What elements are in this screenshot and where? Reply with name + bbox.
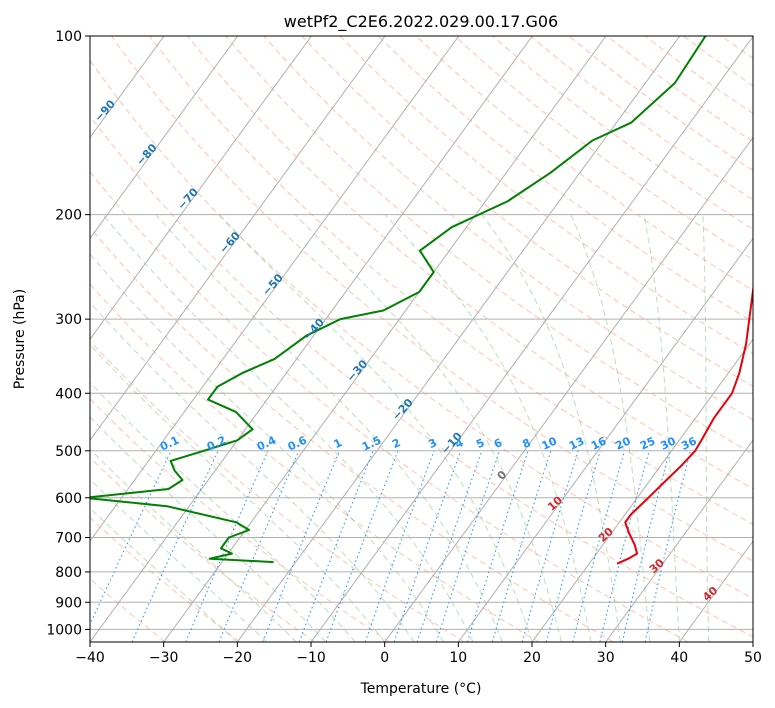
x-tick-label: −20 xyxy=(223,650,253,666)
mixing-ratio-label: 20 xyxy=(613,434,633,452)
x-tick-label: −10 xyxy=(296,650,326,666)
y-tick-label: 400 xyxy=(55,386,82,402)
mixing-ratio-label: 10 xyxy=(540,434,560,452)
moist-adiabat-line xyxy=(702,214,710,642)
dry-adiabat-line xyxy=(225,36,753,455)
grid xyxy=(90,36,753,642)
x-tick-label: 40 xyxy=(670,650,688,666)
x-tick-label: 50 xyxy=(744,650,762,666)
x-tick-label: 10 xyxy=(449,650,467,666)
dry-adiabat-line xyxy=(187,36,753,490)
mixing-ratio-label: 16 xyxy=(589,434,609,452)
moist-adiabat-line xyxy=(90,343,386,642)
moist-adiabat-line xyxy=(90,507,238,642)
mixing-ratio-line xyxy=(491,450,552,642)
y-tick-label: 600 xyxy=(55,491,82,507)
isotherm-line xyxy=(163,36,607,642)
dry-adiabat-line xyxy=(90,115,753,638)
y-axis: 100 200 300 400 500 600 700 800 900 1000 xyxy=(46,29,90,638)
dry-adiabat-line xyxy=(90,283,540,642)
mixing-ratio-line xyxy=(298,450,374,642)
dry-adiabat-line xyxy=(90,457,315,642)
plot-frame xyxy=(89,35,754,643)
x-tick-label: −30 xyxy=(149,650,179,666)
moist-adiabat-line xyxy=(90,253,445,642)
mixing-ratio-label: 36 xyxy=(679,434,699,452)
isotherm-line xyxy=(236,36,681,642)
mixing-ratio-lines xyxy=(90,450,691,642)
moist-adiabat-line xyxy=(90,301,415,642)
moist-adiabat-line xyxy=(90,381,356,642)
dewpoint-profile-line xyxy=(90,36,707,564)
mixing-ratio-line xyxy=(325,450,399,642)
mixing-ratio-line xyxy=(435,450,501,642)
dry-adiabats xyxy=(90,36,753,642)
moist-adiabat-line xyxy=(102,214,474,642)
temperature-profile-line xyxy=(616,283,753,565)
mixing-ratio-line xyxy=(416,450,483,642)
x-tick-label: −40 xyxy=(75,650,105,666)
profile-series xyxy=(90,36,753,565)
x-tick-label: 0 xyxy=(380,650,389,666)
moist-adiabat-line xyxy=(218,214,533,642)
mixing-ratio-line xyxy=(521,450,579,642)
chart-title: wetPf2_C2E6.2022.029.00.17.G06 xyxy=(284,12,558,32)
dry-adiabat-line xyxy=(90,59,753,599)
mixing-ratio-label: 25 xyxy=(638,435,657,453)
mixing-ratio-label: 13 xyxy=(567,435,586,453)
moist-adiabat-line xyxy=(481,214,621,642)
y-tick-label: 1000 xyxy=(46,622,82,638)
x-axis-title: Temperature (°C) xyxy=(360,681,482,697)
x-tick-label: 20 xyxy=(523,650,541,666)
moist-adiabats xyxy=(90,214,710,642)
moist-adiabat-line xyxy=(90,478,268,642)
y-tick-label: 900 xyxy=(55,595,82,611)
dry-adiabat-line xyxy=(377,36,753,323)
dry-adiabat-line xyxy=(339,36,753,355)
mixing-ratio-line xyxy=(467,450,529,642)
dry-adiabat-line xyxy=(415,36,753,291)
y-axis-title: Pressure (hPa) xyxy=(12,289,28,389)
isotherm-line xyxy=(384,136,753,642)
mixing-ratio-line xyxy=(131,450,219,642)
moist-adiabat-line xyxy=(155,214,503,642)
moist-adiabat-line xyxy=(90,416,327,642)
y-tick-label: 200 xyxy=(55,208,82,224)
isotherm-line xyxy=(90,36,533,642)
dry-adiabat-line xyxy=(149,36,753,525)
isotherm-line xyxy=(310,36,753,642)
x-axis: −40 −30 −20 −10 0 10 20 30 40 50 xyxy=(75,642,762,666)
moist-adiabat-line xyxy=(294,214,562,642)
dry-adiabat-line xyxy=(90,170,689,642)
isotherm-line xyxy=(90,36,386,442)
isotherm-line xyxy=(605,439,753,642)
moist-adiabat-line xyxy=(643,214,680,642)
y-tick-label: 300 xyxy=(55,312,82,328)
mixing-ratio-line xyxy=(545,450,601,642)
y-tick-label: 500 xyxy=(55,444,82,460)
dry-adiabat-line xyxy=(110,36,753,562)
moist-adiabat-line xyxy=(90,448,297,642)
mixing-ratio-line xyxy=(90,450,172,626)
x-tick-label: 30 xyxy=(597,650,615,666)
y-tick-label: 800 xyxy=(55,565,82,581)
isotherm-line xyxy=(90,36,239,240)
dry-adiabat-line xyxy=(90,398,390,642)
mixing-ratio-label: 30 xyxy=(659,434,679,452)
isotherm-line xyxy=(531,338,753,642)
y-tick-label: 100 xyxy=(55,29,82,45)
y-tick-label: 700 xyxy=(55,531,82,547)
dry-adiabat-line xyxy=(90,226,614,642)
isotherm-line xyxy=(457,237,753,642)
mixing-ratio-line xyxy=(572,450,625,642)
